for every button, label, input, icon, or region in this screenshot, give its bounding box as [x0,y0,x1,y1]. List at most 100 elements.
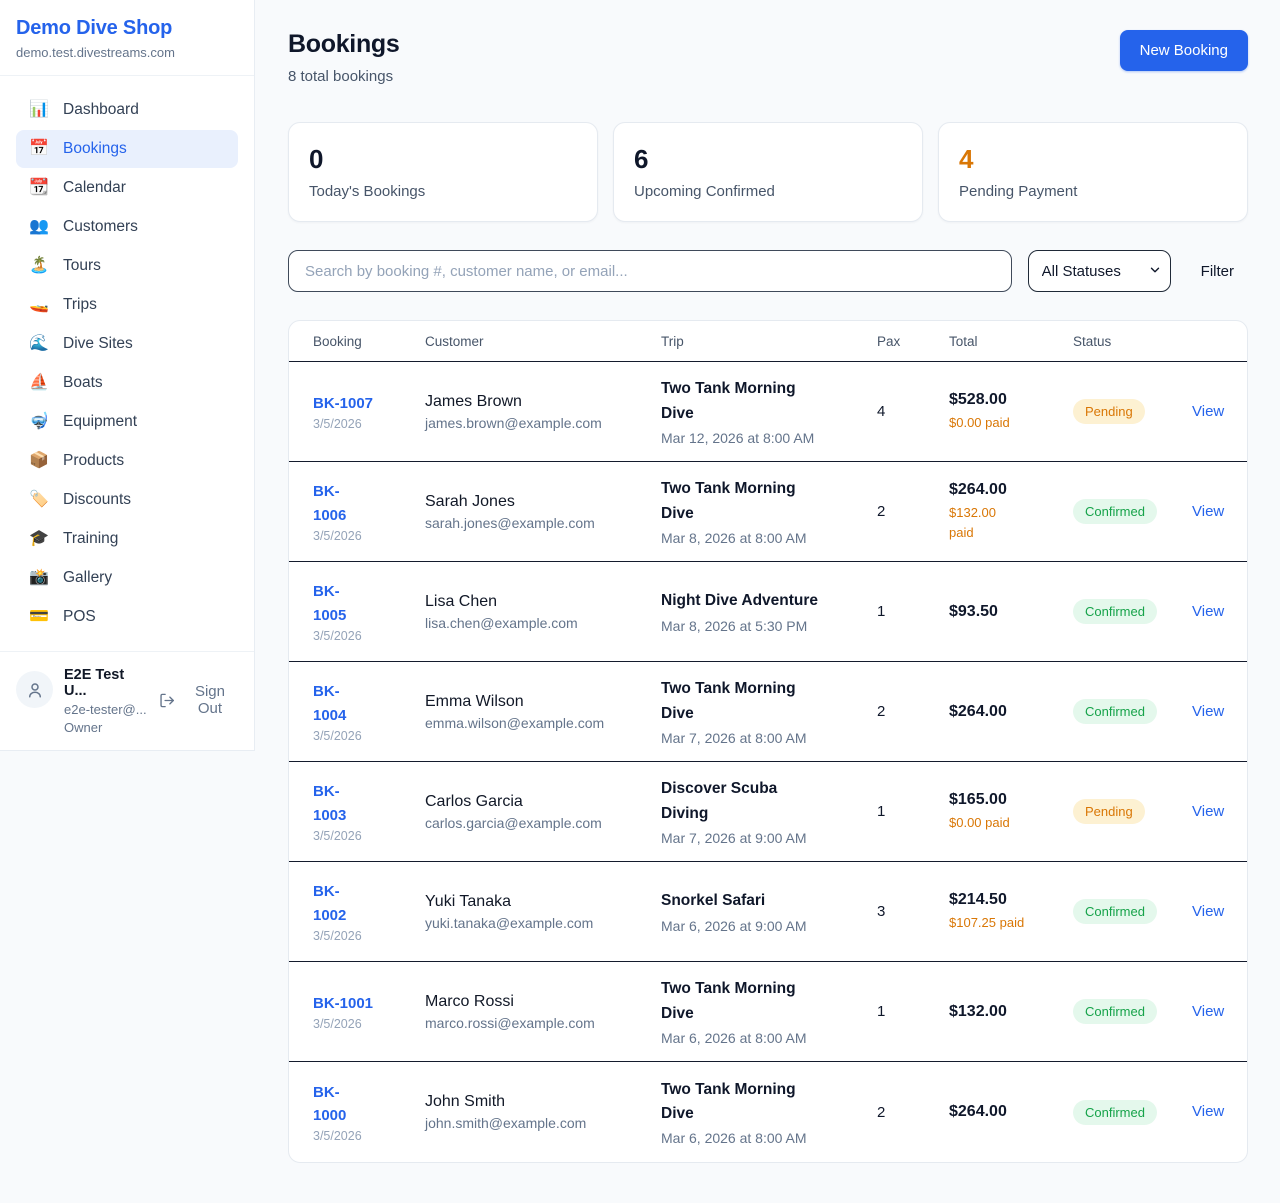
booking-row: BK- 1005 3/5/2026 Lisa Chen lisa.chen@ex… [289,562,1247,662]
customer-email: marco.rossi@example.com [425,1014,595,1031]
sidebar-item-tours[interactable]: 🏝️ Tours [16,247,238,285]
sidebar-item-equipment[interactable]: 🤿 Equipment [16,403,238,441]
booking-row: BK- 1000 3/5/2026 John Smith john.smith@… [289,1062,1247,1162]
booking-row: BK-1001 3/5/2026 Marco Rossi marco.rossi… [289,962,1247,1062]
booking-id-link[interactable]: BK- 1000 [313,1083,347,1124]
booking-id-link[interactable]: BK-1001 [313,994,374,1012]
total-amount: $264.00 [949,1103,1007,1120]
status-filter-select[interactable]: All Statuses [1027,250,1171,292]
sidebar-item-label: POS [63,608,96,625]
sidebar-item-pos[interactable]: 💳 POS [16,598,238,636]
stats-cards: 0 Today's Bookings 6 Upcoming Confirmed … [288,122,1248,222]
trip-datetime: Mar 6, 2026 at 8:00 AM [661,1130,807,1147]
total-amount: $93.50 [949,602,998,620]
sidebar-item-bookings[interactable]: 📅 Bookings [16,130,238,168]
pax-count: 1 [877,803,886,820]
view-link[interactable]: View [1192,1002,1225,1020]
search-input[interactable] [288,250,1012,292]
booking-id-link[interactable]: BK- 1006 [313,483,347,524]
view-link[interactable]: View [1192,402,1225,420]
booking-id-link[interactable]: BK- 1003 [313,783,347,824]
sidebar-item-label: Boats [63,374,103,391]
booking-id-link[interactable]: BK- 1004 [313,683,347,724]
sidebar-item-label: Trips [63,296,97,313]
sidebar-item-customers[interactable]: 👥 Customers [16,208,238,246]
trip-name: Two Tank Morning Dive [661,380,796,422]
stat-label: Upcoming Confirmed [634,183,775,200]
pax-count: 4 [877,403,886,420]
sidebar-item-label: Calendar [63,179,126,196]
trip-name: Snorkel Safari [661,892,766,910]
booking-id-link[interactable]: BK- 1005 [313,583,347,624]
sidebar: Demo Dive Shop demo.test.divestreams.com… [0,0,255,751]
user-name: E2E Test U... [64,667,125,699]
sidebar-item-boats[interactable]: ⛵ Boats [16,364,238,402]
view-link[interactable]: View [1192,702,1225,720]
stat-todays-bookings: 0 Today's Bookings [288,122,598,222]
avatar [16,671,53,708]
booking-date: 3/5/2026 [313,1129,362,1144]
view-link[interactable]: View [1192,502,1225,520]
sidebar-item-dashboard[interactable]: 📊 Dashboard [16,91,238,129]
view-link[interactable]: View [1192,802,1225,820]
table-header-row: Booking Customer Trip Pax Total Status [289,321,1247,362]
booking-id-link[interactable]: BK- 1002 [313,883,347,924]
trip-name: Discover Scuba Diving [661,780,778,822]
sidebar-item-label: Training [63,530,119,547]
island-icon: 🏝️ [29,257,49,274]
column-header-total: Total [949,333,978,349]
sidebar-item-products[interactable]: 📦 Products [16,442,238,480]
column-header-customer: Customer [425,333,484,349]
booking-id-link[interactable]: BK-1007 [313,394,374,412]
stat-upcoming-confirmed: 6 Upcoming Confirmed [613,122,923,222]
sidebar-item-dive-sites[interactable]: 🌊 Dive Sites [16,325,238,363]
customer-email: john.smith@example.com [425,1115,587,1131]
page-title: Bookings [288,30,400,58]
sidebar-item-label: Equipment [63,413,138,430]
sign-out-button[interactable]: Sign Out [159,683,238,717]
trip-datetime: Mar 12, 2026 at 8:00 AM [661,429,815,446]
pax-count: 2 [877,1103,886,1121]
sidebar-item-training[interactable]: 🎓 Training [16,520,238,558]
filter-button[interactable]: Filter [1187,263,1248,280]
sidebar-item-trips[interactable]: 🚤 Trips [16,286,238,324]
user-role: Owner [64,720,103,735]
sidebar-item-discounts[interactable]: 🏷️ Discounts [16,481,238,519]
booking-date: 3/5/2026 [313,728,362,743]
sidebar-item-calendar[interactable]: 📆 Calendar [16,169,238,207]
trip-datetime: Mar 7, 2026 at 9:00 AM [661,829,807,846]
total-amount: $264.00 [949,481,1007,498]
sidebar-item-gallery[interactable]: 📸 Gallery [16,559,238,597]
stat-label: Today's Bookings [309,183,426,200]
view-link[interactable]: View [1192,1103,1225,1120]
booking-row: BK- 1004 3/5/2026 Emma Wilson emma.wilso… [289,662,1247,762]
trip-name: Two Tank Morning Dive [661,1080,796,1122]
sign-out-icon [159,693,174,707]
calendar-icon: 📅 [29,140,49,157]
tag-icon: 🏷️ [29,491,49,508]
view-link[interactable]: View [1192,902,1225,920]
column-header-booking: Booking [313,333,362,349]
booking-date: 3/5/2026 [313,417,362,432]
pax-count: 2 [877,503,886,520]
new-booking-button[interactable]: New Booking [1119,30,1248,71]
booking-date: 3/5/2026 [313,828,362,843]
status-badge: Pending [1073,399,1145,424]
paid-amount: $0.00 paid [949,814,1010,830]
page-subtitle: 8 total bookings [288,68,394,85]
camera-icon: 📸 [29,569,49,586]
trip-name: Two Tank Morning Dive [661,680,796,722]
speedboat-icon: 🚤 [29,296,49,313]
view-link[interactable]: View [1192,602,1225,620]
customer-name: James Brown [425,392,522,410]
status-badge: Confirmed [1073,999,1157,1024]
pax-count: 3 [877,903,886,920]
trip-datetime: Mar 8, 2026 at 5:30 PM [661,617,808,634]
table-body: BK-1007 3/5/2026 James Brown james.brown… [289,362,1247,1162]
customer-email: carlos.garcia@example.com [425,814,602,831]
diving-mask-icon: 🤿 [29,413,49,430]
sidebar-item-label: Bookings [63,140,127,157]
filter-bar: All Statuses Filter [288,250,1248,292]
booking-row: BK- 1006 3/5/2026 Sarah Jones sarah.jone… [289,462,1247,562]
status-badge: Confirmed [1073,499,1157,524]
